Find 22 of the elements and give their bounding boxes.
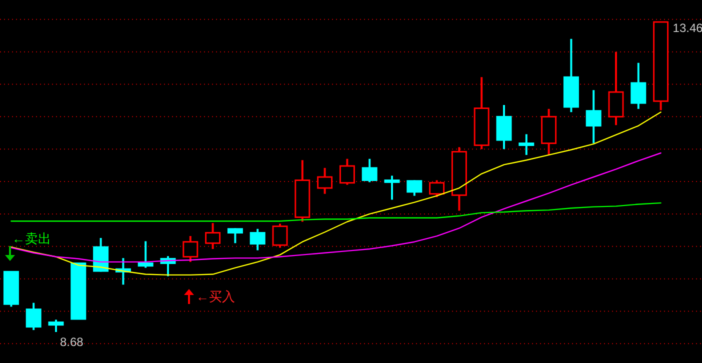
candlestick (496, 104, 512, 150)
candlestick (250, 228, 266, 252)
candlestick (48, 318, 64, 333)
text: 13.46 (672, 21, 702, 35)
candlestick (586, 89, 602, 144)
candlestick (429, 179, 445, 198)
candlestick (138, 240, 154, 269)
candlestick (26, 302, 42, 332)
text: 8.68 (60, 335, 84, 349)
annotation: ←卖出 (12, 231, 51, 246)
candlestick (227, 227, 243, 244)
candlestick (384, 174, 400, 201)
candlestick (205, 222, 221, 250)
candlestick (272, 222, 288, 249)
candlestick (182, 235, 198, 263)
candlestick (406, 179, 422, 197)
candlestick (317, 166, 333, 195)
annotation: ←买入 (196, 289, 235, 304)
candlestick (630, 62, 646, 110)
candlestick (518, 133, 534, 156)
candlestick (339, 158, 355, 186)
candlestick (362, 158, 378, 184)
